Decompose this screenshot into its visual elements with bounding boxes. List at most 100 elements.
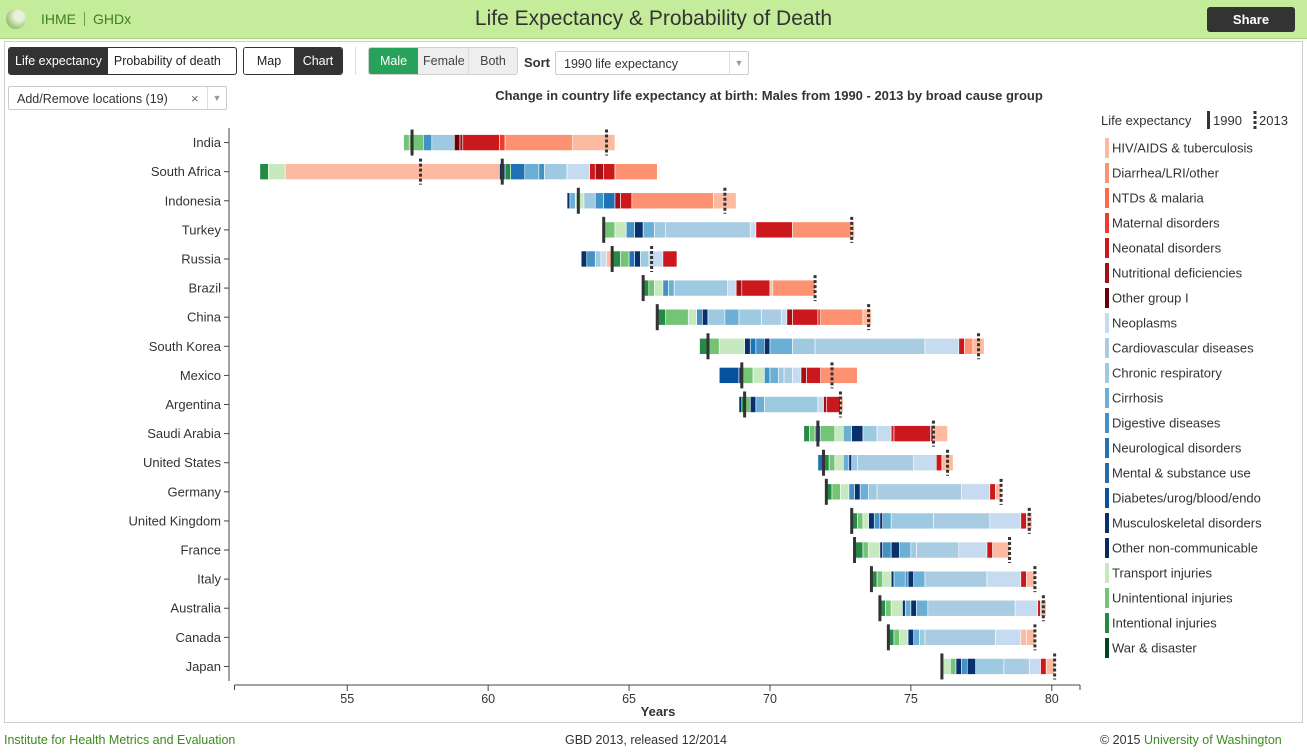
legend-item-label: Digestive diseases xyxy=(1112,416,1221,431)
cause-segment xyxy=(662,279,669,297)
country-label: Australia xyxy=(170,601,221,616)
cause-segment xyxy=(927,599,1016,617)
cause-segment xyxy=(454,134,461,151)
share-button[interactable]: Share xyxy=(1207,7,1295,32)
cause-segment xyxy=(594,250,602,268)
legend-item-label: Diabetes/urog/blood/endo xyxy=(1112,491,1261,506)
university-link[interactable]: University of Washington xyxy=(1143,733,1282,747)
marker-1990 xyxy=(500,158,504,185)
tab-life-expectancy[interactable]: Life expectancy xyxy=(9,48,108,74)
chevron-down-icon[interactable]: ▼ xyxy=(207,87,226,109)
legend-1990-marker xyxy=(1207,111,1210,129)
cause-segment xyxy=(879,512,884,530)
cause-segment xyxy=(848,454,853,472)
cause-segment xyxy=(806,367,822,384)
cause-segment xyxy=(665,308,689,326)
cause-segment xyxy=(876,570,884,588)
marker-1990 xyxy=(743,391,747,418)
cause-segment xyxy=(809,425,816,442)
cause-segment xyxy=(459,134,464,151)
cause-segment xyxy=(566,192,571,210)
x-axis: 55 60 65 70 75 80 xyxy=(234,684,1081,706)
tab-probability-of-death[interactable]: Probability of death xyxy=(107,48,227,74)
legend-item-label: Other group I xyxy=(1112,291,1189,306)
legend-swatch xyxy=(1105,638,1109,658)
cause-segment xyxy=(268,163,286,180)
country-label: Saudi Arabia xyxy=(147,426,221,441)
legend-2013-label: 2013 xyxy=(1259,113,1288,128)
legend-item-label: Nutritional deficiencies xyxy=(1112,266,1243,281)
locations-select[interactable]: Add/Remove locations (19) × ▼ xyxy=(8,86,227,110)
cause-segment xyxy=(913,629,920,646)
cause-segment xyxy=(665,221,751,239)
cause-segment xyxy=(628,250,636,268)
cause-segment xyxy=(654,221,667,239)
cause-segment xyxy=(868,483,878,501)
cause-segment xyxy=(910,541,917,559)
cause-segment xyxy=(718,367,740,384)
x-tick-label: 60 xyxy=(481,692,495,706)
toolbar-divider xyxy=(355,47,356,75)
cause-segment xyxy=(826,396,841,413)
chevron-down-icon[interactable]: ▼ xyxy=(729,52,748,74)
clear-icon[interactable]: × xyxy=(191,91,199,106)
tab-male[interactable]: Male xyxy=(369,48,418,74)
cause-segment xyxy=(989,512,1022,530)
cause-segment xyxy=(882,570,892,588)
cause-segment xyxy=(913,570,926,588)
cause-segment xyxy=(668,279,675,297)
cause-segment xyxy=(284,163,500,180)
legend-items: HIV/AIDS & tuberculosis Diarrhea/LRI/othe… xyxy=(1105,138,1262,658)
legend-item-label: Maternal disorders xyxy=(1112,216,1220,231)
cause-segment xyxy=(834,425,844,442)
cause-segment xyxy=(966,658,977,675)
legend-item-label: Diarrhea/LRI/other xyxy=(1112,166,1220,181)
cause-segment xyxy=(828,454,836,472)
legend-item-label: Musculoskeletal disorders xyxy=(1112,516,1262,531)
sort-select[interactable]: 1990 life expectancy ▼ xyxy=(555,51,749,75)
country-label: Germany xyxy=(168,484,222,499)
legend-swatch xyxy=(1105,263,1109,283)
legend-swatch xyxy=(1105,563,1109,583)
cause-segment xyxy=(648,279,655,297)
cause-segment xyxy=(910,599,917,617)
cause-segment xyxy=(586,250,596,268)
tab-both[interactable]: Both xyxy=(469,48,517,74)
cause-segment xyxy=(524,163,540,180)
cause-segment xyxy=(569,192,576,210)
legend-item-label: Intentional injuries xyxy=(1112,616,1217,631)
top-bar: IHME GHDx Life Expectancy & Probability o… xyxy=(0,0,1307,39)
cause-segment xyxy=(572,134,616,151)
legend-swatch xyxy=(1105,288,1109,308)
cause-segment xyxy=(868,512,875,530)
cause-segment xyxy=(769,279,774,297)
footer-left-link[interactable]: Institute for Health Metrics and Evaluat… xyxy=(4,733,236,747)
cause-segment xyxy=(431,134,455,151)
cause-segment xyxy=(707,308,726,326)
cause-segment xyxy=(803,425,810,442)
tab-chart[interactable]: Chart xyxy=(294,48,342,74)
tab-map[interactable]: Map xyxy=(244,48,294,74)
ghdx-link[interactable]: GHDx xyxy=(93,11,132,27)
cause-segment xyxy=(580,250,588,268)
cause-segment xyxy=(755,337,765,355)
legend: Life expectancy 1990 2013 HIV/AIDS & tub… xyxy=(1101,111,1288,658)
legend-swatch xyxy=(1105,438,1109,458)
cause-segment xyxy=(882,541,892,559)
cause-segment xyxy=(958,541,988,559)
marker-1990 xyxy=(655,304,659,331)
legend-item-label: War & disaster xyxy=(1112,641,1197,656)
main-panel xyxy=(4,41,1303,723)
tab-female[interactable]: Female xyxy=(418,48,469,74)
footer-copyright: © 2015 University of Washington xyxy=(1100,733,1282,747)
country-label: South Africa xyxy=(151,164,222,179)
cause-segment xyxy=(851,454,858,472)
marker-1990 xyxy=(824,478,828,505)
country-label: Italy xyxy=(197,572,221,587)
country-label: France xyxy=(181,543,221,558)
ihme-link[interactable]: IHME xyxy=(41,11,76,27)
bars xyxy=(259,134,1055,675)
country-label: Russia xyxy=(181,251,222,266)
cause-segment xyxy=(1028,658,1041,675)
logo-icon[interactable] xyxy=(6,9,26,29)
